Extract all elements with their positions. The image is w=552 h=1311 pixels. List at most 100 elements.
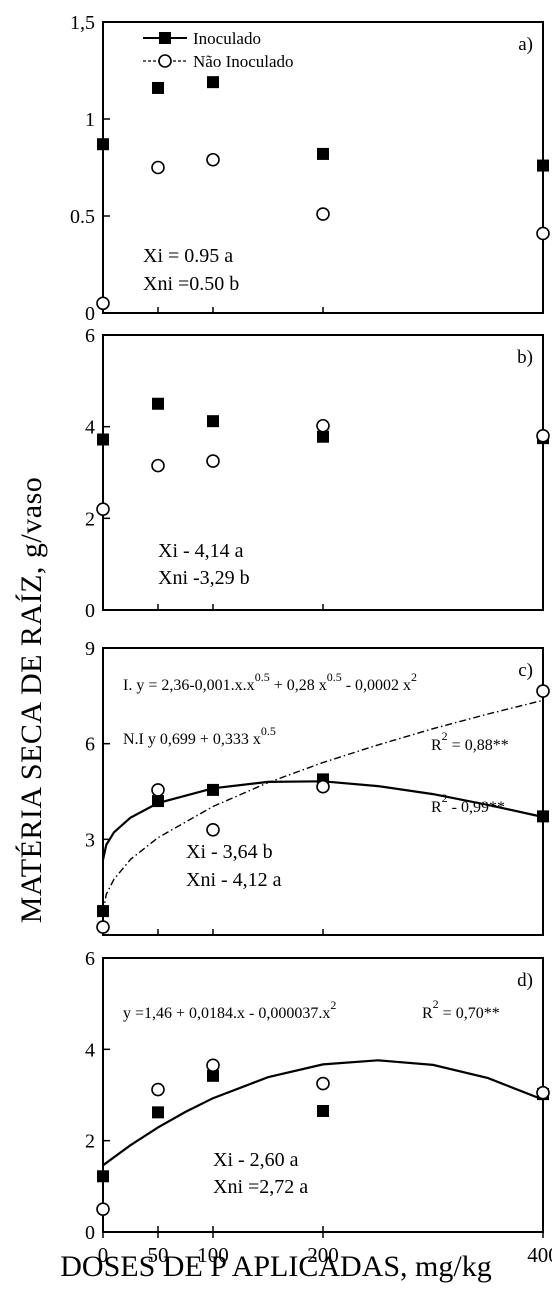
equation-term: N.I y 0,699 + 0,333 x: [123, 731, 261, 748]
equation-term: - 0,0002 x: [342, 677, 411, 694]
y-tick-label: 6: [85, 734, 95, 756]
y-tick-label: 0: [85, 1222, 95, 1244]
panel-b: b) 0 2 4 6 Xi - 4,14 a Xni -3,29 b: [85, 325, 550, 622]
r-squared-exponent: 2: [442, 729, 448, 743]
y-tick-label: 0: [85, 600, 95, 622]
y-tick-label: 0.5: [70, 206, 95, 228]
equation-exponent: 0.5: [261, 724, 276, 738]
data-point-inoculado: [207, 1069, 219, 1082]
panel-letter: a): [518, 34, 533, 55]
equation-term: + 0,28 x: [270, 677, 327, 694]
data-point-inoculado: [317, 1104, 329, 1117]
data-point-inoculado: [97, 1170, 109, 1183]
data-point-inoculado: [317, 147, 329, 160]
data-point-nao-inoculado: [536, 1085, 550, 1100]
data-point-nao-inoculado: [206, 1058, 220, 1073]
mean-annotation: Xi - 2,60 a: [213, 1149, 299, 1171]
y-tick-label: 9: [85, 638, 95, 660]
data-point-nao-inoculado: [151, 160, 165, 175]
fit-equation: N.I y 0,699 + 0,333 x0.5: [123, 724, 276, 748]
data-point-inoculado: [207, 783, 219, 796]
r-squared-value: = 0,70**: [439, 1005, 500, 1022]
mean-annotation: Xi - 4,14 a: [158, 540, 244, 562]
data-point-nao-inoculado: [206, 152, 220, 167]
mean-annotation: Xni - 4,12 a: [186, 869, 282, 891]
panel-a: a) 0 0.5 1 1,5 Inoculado Não Inoculado Xi = 0.9…: [70, 12, 550, 325]
equation-exponent: 0.5: [327, 670, 342, 684]
data-point-nao-inoculado: [316, 207, 330, 221]
legend-label: Não Inoculado: [193, 52, 294, 71]
data-point-inoculado: [97, 433, 109, 446]
panel-letter: b): [517, 347, 533, 368]
mean-annotation: Xni -3,29 b: [158, 567, 250, 589]
panel-letter: d): [517, 970, 533, 991]
r-squared-base: R: [422, 1005, 433, 1022]
data-point-inoculado: [152, 397, 164, 410]
panel-d: d) 0 2 4 6 0 50 100 200 400 Xi - 2,60 a Xni =2,72 a…: [85, 948, 552, 1267]
mean-annotation: Xni =0.50 b: [143, 273, 239, 295]
data-point-nao-inoculado: [96, 296, 110, 311]
r-squared-value: - 0,99**: [448, 799, 505, 816]
r-squared-label: R2 = 0,88**: [431, 729, 509, 754]
r-squared-value: = 0,88**: [448, 737, 509, 754]
x-axis-title: DOSES DE P APLICADAS, mg/kg: [60, 1250, 492, 1283]
x-tick-label: 100: [197, 1243, 229, 1267]
y-tick-label: 6: [85, 948, 95, 970]
y-tick-label: 1: [85, 109, 95, 131]
panel-c: c) 3 6 9 Xi - 3,64 b Xni - 4,12 a I. y = 2,36…: [85, 638, 550, 936]
equation-term: y =1,46 + 0,0184.x - 0,000037.x: [123, 1005, 330, 1022]
data-point-inoculado: [537, 810, 549, 823]
data-point-nao-inoculado: [96, 1202, 110, 1216]
y-tick-label: 3: [85, 829, 95, 851]
data-point-nao-inoculado: [316, 779, 330, 794]
data-point-nao-inoculado: [316, 1076, 330, 1091]
mean-annotation: Xni =2,72 a: [213, 1176, 308, 1198]
legend-label: Inoculado: [193, 29, 261, 48]
data-point-nao-inoculado: [96, 920, 110, 934]
r-squared-base: R: [431, 737, 442, 754]
data-point-inoculado: [207, 415, 219, 428]
data-point-inoculado: [537, 159, 549, 172]
legend-marker-circle: [158, 54, 172, 68]
data-point-inoculado: [152, 795, 164, 808]
mean-annotation: Xi - 3,64 b: [186, 841, 273, 863]
data-point-inoculado: [97, 905, 109, 918]
y-tick-label: 1,5: [70, 12, 95, 34]
data-point-nao-inoculado: [96, 502, 110, 516]
y-tick-label: 2: [85, 508, 95, 530]
legend-marker-square: [159, 32, 171, 44]
y-tick-label: 6: [85, 325, 95, 347]
data-point-inoculado: [97, 138, 109, 151]
data-point-inoculado: [152, 1106, 164, 1119]
y-tick-label: 4: [85, 417, 95, 439]
data-point-nao-inoculado: [536, 429, 550, 443]
fit-curve-d: [102, 1059, 544, 1167]
data-point-nao-inoculado: [151, 458, 165, 473]
r-squared-exponent: 2: [433, 997, 439, 1011]
r-squared-base: R: [431, 799, 442, 816]
panel-frame: [102, 957, 544, 1233]
r-squared-exponent: 2: [442, 791, 448, 805]
y-tick-label: 4: [85, 1039, 95, 1061]
fit-curve-ni: [102, 699, 544, 913]
x-tick-label: 400: [527, 1243, 552, 1267]
equation-exponent: 0.5: [255, 670, 270, 684]
data-point-nao-inoculado: [536, 226, 550, 241]
equation-exponent: 2: [411, 670, 417, 684]
y-tick-label: 2: [85, 1131, 95, 1153]
equation-term: I. y = 2,36-0,001.x.x: [123, 677, 255, 694]
data-point-inoculado: [317, 430, 329, 443]
data-point-nao-inoculado: [151, 1082, 165, 1097]
data-point-inoculado: [207, 76, 219, 89]
data-point-inoculado: [152, 81, 164, 94]
y-tick-label: 0: [85, 303, 95, 325]
r-squared-label: R2 - 0,99**: [431, 791, 505, 816]
data-point-nao-inoculado: [151, 783, 165, 797]
data-point-nao-inoculado: [206, 822, 220, 837]
x-tick-label: 50: [148, 1243, 169, 1267]
data-point-nao-inoculado: [206, 454, 220, 468]
x-tick-label: 200: [307, 1243, 339, 1267]
fit-curve-i: [101, 780, 544, 860]
